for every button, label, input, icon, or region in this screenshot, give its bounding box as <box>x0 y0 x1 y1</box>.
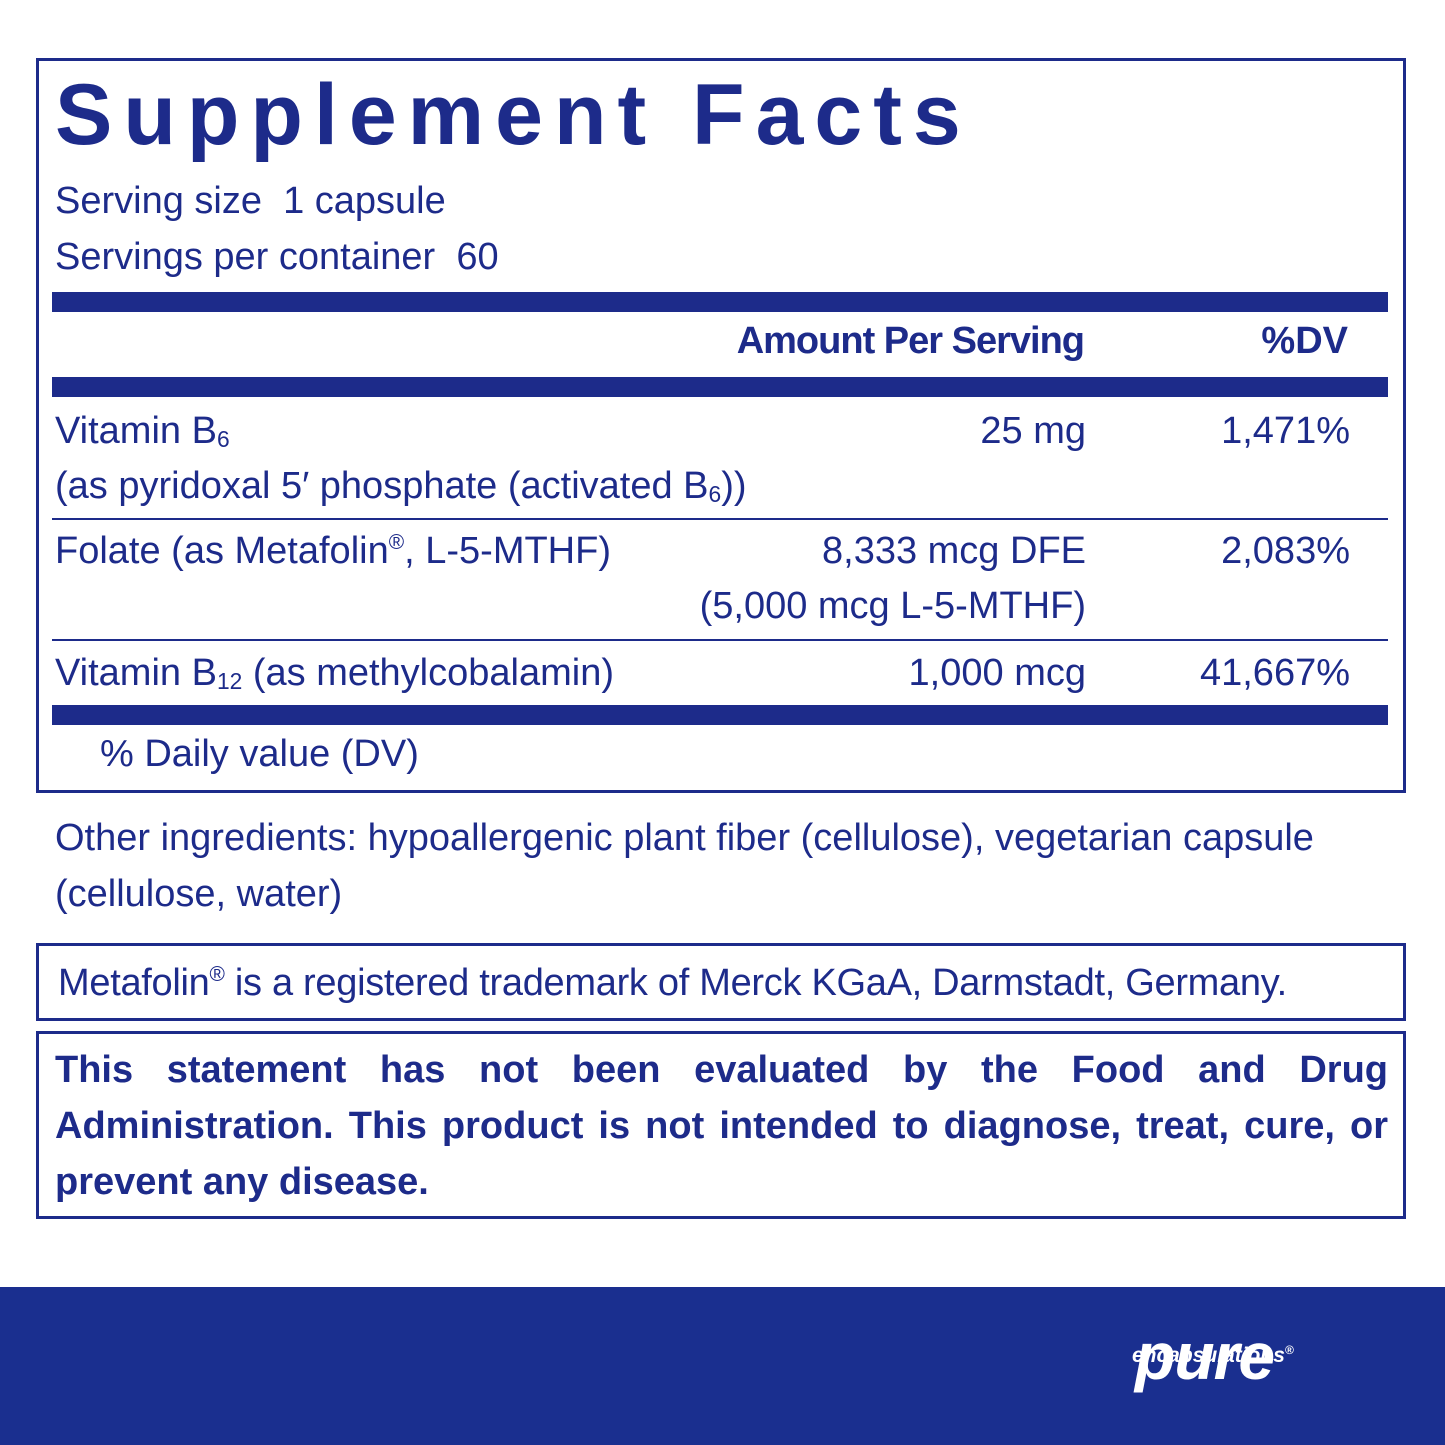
dv: 1,471% <box>1221 410 1350 452</box>
servings-per-container: Servings per container 60 <box>55 236 499 278</box>
dv: 2,083% <box>1221 530 1350 572</box>
superscript: ® <box>209 963 225 986</box>
amount-header: Amount Per Serving <box>736 320 1085 362</box>
nutrient-name: Folate (as Metafolin®, L-5-MTHF) <box>55 530 611 573</box>
amount: (5,000 mcg L-5-MTHF) <box>699 585 1086 627</box>
disclaimer-box <box>36 1031 1406 1219</box>
text: Metafolin <box>58 962 210 1004</box>
text: Vitamin B <box>55 652 217 694</box>
dv-header: %DV <box>1261 320 1348 362</box>
text: )) <box>721 465 747 507</box>
subscript: 12 <box>216 668 243 694</box>
nutrient-name: Vitamin B6 <box>55 410 230 453</box>
text: Folate (as Metafolin <box>55 530 389 572</box>
subscript: 6 <box>216 426 230 452</box>
logo-tagline: encapsulations <box>1132 1344 1285 1367</box>
footer-band <box>0 1287 1445 1445</box>
rule <box>52 292 1388 312</box>
logo-tagline-wrap: encapsulations® <box>1132 1343 1294 1368</box>
other-ingredients: Other ingredients: hypoallergenic plant … <box>55 817 1314 915</box>
text: is a registered trademark of Merck KGaA,… <box>224 962 1287 1004</box>
logo-name: pure <box>1135 1319 1275 1393</box>
title: Supplement Facts <box>55 67 972 163</box>
amount: 25 mg <box>980 410 1086 452</box>
disclaimer: This statement has not been evaluated by… <box>55 1049 1388 1203</box>
text: , L-5-MTHF) <box>404 530 611 572</box>
rule <box>52 377 1388 397</box>
nutrient-name: Vitamin B12 (as methylcobalamin) <box>55 652 614 695</box>
superscript: ® <box>388 531 405 554</box>
amount: 1,000 mcg <box>908 652 1086 694</box>
amount: 8,333 mcg DFE <box>822 530 1086 572</box>
dv: 41,667% <box>1199 652 1350 694</box>
divider <box>52 639 1388 641</box>
trademark-box <box>36 943 1406 1021</box>
serving-size: Serving size 1 capsule <box>55 180 446 222</box>
divider <box>52 518 1388 520</box>
trademark: Metafolin® is a registered trademark of … <box>58 962 1287 1005</box>
subscript: 6 <box>708 481 722 507</box>
text: Vitamin B <box>55 410 217 452</box>
facts-box <box>36 58 1406 793</box>
nutrient-detail: (as pyridoxal 5′ phosphate (activated B6… <box>55 465 747 508</box>
text: (as pyridoxal 5′ phosphate (activated B <box>55 465 709 507</box>
footnote: % Daily value (DV) <box>100 733 419 775</box>
logo-mark: ® <box>1284 1343 1294 1357</box>
text: (as methylcobalamin) <box>242 652 614 694</box>
rule <box>52 705 1388 725</box>
